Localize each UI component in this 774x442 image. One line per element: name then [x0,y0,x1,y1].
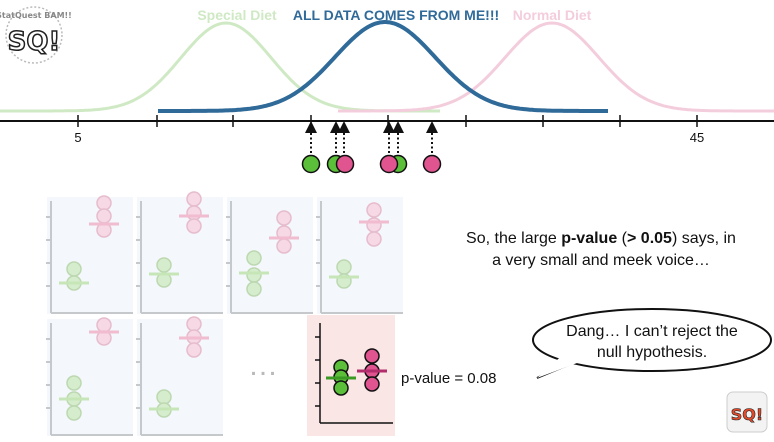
experiment-panel [46,317,133,436]
green-point [246,250,262,266]
experiment-panel [226,197,313,314]
green-point [66,261,82,277]
pink-point [366,202,382,218]
bubble-line-1: Dang… I can’t reject the [566,323,738,340]
message-line-2: a very small and meek voice… [492,252,710,269]
pink-point [335,154,355,174]
tick-label-5: 5 [74,130,81,145]
logo-big-text: SQ! [8,27,61,57]
pink-point [96,195,112,211]
experiment-grid [46,191,403,436]
highlighted-panel [307,315,395,436]
pink-point [276,238,292,254]
sample-arrows [305,121,438,153]
special-diet-title: Special Diet [197,7,277,23]
green-point [156,389,172,405]
normal-diet-curve [338,21,774,113]
green-point [246,281,262,297]
green-point [336,259,352,275]
pink-point [276,210,292,226]
pink-point [379,154,399,174]
green-point [301,154,321,174]
pink-point [366,217,382,233]
special-diet-curve [0,21,440,113]
pink-point [186,218,202,234]
speech-bubble: Dang… I can’t reject the null hypothesis… [532,308,772,379]
pink-point [422,154,442,174]
pink-point [96,317,112,333]
green-point [66,405,82,421]
tick-label-45: 45 [690,130,704,145]
experiment-panel [46,195,133,314]
green-point [66,375,82,391]
message-line-1: So, the large p-value (> 0.05) says, in [466,230,736,247]
corner-logo-text: SQ! [731,405,763,424]
bubble-line-2: null hypothesis. [597,344,707,361]
highlight-background [307,315,395,436]
green-point [333,380,349,396]
shared-distribution-curve [158,20,608,113]
pink-point [186,342,202,358]
number-line: 5 45 [0,115,774,145]
sample-points [301,154,442,174]
experiment-panel [136,191,223,314]
experiment-panel [136,316,223,436]
ellipsis: … [248,349,278,382]
pink-point [364,376,380,392]
green-point [246,267,262,283]
logo-small-text: StatQuest BAM!! [0,11,72,20]
statquest-logo: StatQuest BAM!! SQ! [0,6,72,64]
pink-point [186,205,202,221]
pink-point [366,231,382,247]
pink-point [186,316,202,332]
corner-logo: SQ! [726,391,768,433]
experiment-panel [316,197,403,314]
distribution-curves [0,20,774,113]
pink-point [186,191,202,207]
pink-point [96,208,112,224]
normal-diet-title: Normal Diet [513,7,592,23]
all-data-title: ALL DATA COMES FROM ME!!! [293,7,499,23]
p-value-label: p-value = 0.08 [401,370,497,387]
pink-point [364,348,380,364]
green-point [156,257,172,273]
bubble-outline [532,308,772,372]
